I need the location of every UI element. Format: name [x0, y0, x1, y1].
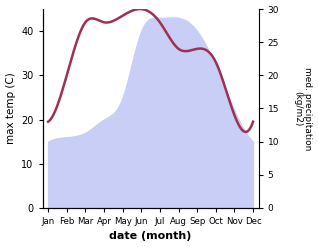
Y-axis label: med. precipitation
(kg/m2): med. precipitation (kg/m2) [293, 67, 313, 150]
Y-axis label: max temp (C): max temp (C) [5, 73, 16, 144]
X-axis label: date (month): date (month) [109, 231, 192, 242]
